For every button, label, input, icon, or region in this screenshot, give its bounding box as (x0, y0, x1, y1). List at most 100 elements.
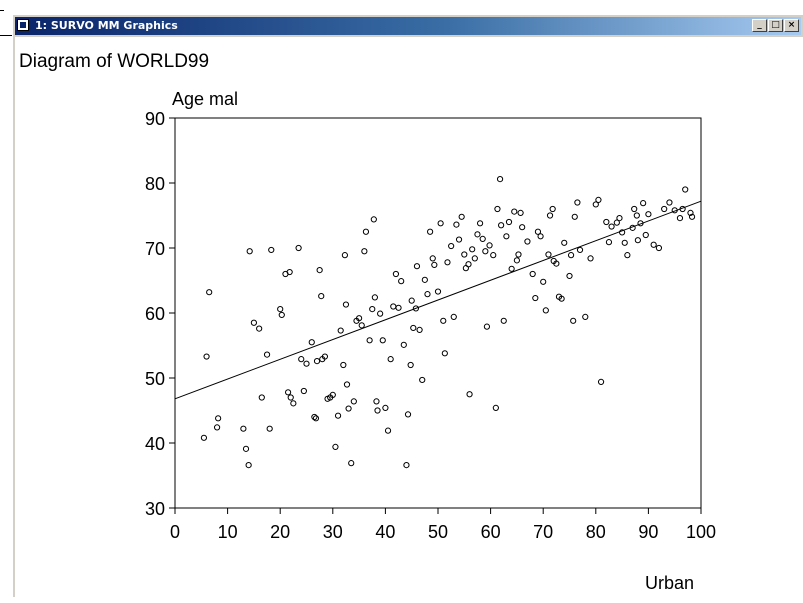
data-point-68 (403, 462, 410, 469)
x-tick-label-80: 80 (586, 522, 606, 542)
x-tick-label-70: 70 (533, 522, 553, 542)
data-point-30 (316, 267, 323, 274)
data-point-67 (400, 341, 407, 348)
data-point-161 (655, 244, 663, 252)
x-tick-label-30: 30 (323, 522, 343, 542)
data-point-143 (597, 378, 605, 385)
data-point-8 (246, 248, 253, 255)
data-point-106 (494, 205, 501, 213)
data-point-64 (392, 270, 400, 278)
data-point-44 (345, 405, 352, 412)
data-point-59 (379, 337, 386, 344)
data-point-150 (621, 239, 628, 246)
data-point-25 (303, 360, 310, 367)
data-point-31 (318, 293, 325, 300)
data-point-79 (427, 228, 434, 235)
data-point-160 (650, 241, 657, 248)
data-point-60 (382, 404, 389, 411)
data-point-71 (408, 297, 415, 304)
data-point-78 (424, 291, 431, 298)
data-point-134 (567, 252, 575, 259)
data-point-120 (532, 294, 539, 302)
data-point-92 (461, 251, 468, 258)
y-tick-label-80: 80 (145, 174, 165, 194)
data-point-27 (311, 413, 318, 421)
data-point-21 (290, 400, 297, 407)
data-point-154 (633, 212, 640, 219)
window-title: 1: SURVO MM Graphics (35, 19, 178, 32)
data-point-3 (213, 424, 221, 431)
data-point-116 (517, 209, 524, 216)
data-point-100 (479, 235, 486, 242)
minimize-button[interactable]: _ (752, 19, 767, 32)
edge-tick (0, 10, 4, 11)
data-point-137 (574, 199, 581, 206)
data-point-115 (515, 251, 522, 258)
data-point-103 (486, 242, 493, 249)
data-point-45 (348, 460, 355, 467)
data-point-99 (476, 220, 484, 227)
data-point-124 (542, 307, 549, 314)
data-point-91 (458, 213, 465, 220)
data-point-109 (500, 317, 507, 324)
system-menu-icon[interactable] (17, 19, 29, 31)
data-point-81 (431, 261, 438, 268)
data-point-121 (534, 228, 542, 235)
data-point-151 (624, 252, 631, 259)
data-point-62 (387, 356, 394, 363)
data-point-52 (366, 337, 373, 344)
data-point-142 (595, 196, 602, 203)
data-point-61 (384, 427, 392, 434)
x-tick-label-60: 60 (481, 522, 501, 542)
data-point-89 (453, 221, 460, 228)
regression-line (174, 200, 702, 400)
data-point-129 (553, 260, 560, 267)
data-point-125 (545, 251, 552, 258)
data-point-94 (465, 261, 472, 268)
data-point-163 (666, 199, 673, 206)
data-point-36 (329, 391, 336, 398)
data-point-107 (496, 176, 504, 183)
data-point-164 (671, 207, 678, 214)
data-point-156 (637, 220, 644, 227)
data-point-42 (342, 301, 350, 308)
data-point-157 (640, 200, 647, 207)
data-point-168 (687, 209, 694, 216)
x-axis-ticks: 0 10 20 30 40 50 60 70 80 90 100 (170, 508, 716, 542)
data-point-51 (362, 228, 370, 235)
data-point-2 (206, 289, 213, 296)
data-point-147 (613, 219, 620, 226)
data-point-49 (358, 322, 365, 329)
data-point-75 (416, 326, 423, 333)
maximize-button[interactable]: □ (768, 19, 783, 32)
data-point-4 (215, 415, 222, 422)
data-point-111 (505, 218, 513, 226)
data-point-123 (540, 278, 547, 285)
data-point-7 (245, 462, 252, 469)
data-point-14 (268, 246, 275, 254)
data-point-97 (471, 255, 478, 262)
data-point-70 (407, 361, 414, 369)
data-point-95 (466, 391, 473, 398)
x-tick-label-50: 50 (428, 522, 448, 542)
data-point-54 (370, 216, 377, 223)
data-point-55 (371, 294, 378, 301)
close-button[interactable]: × (784, 19, 799, 32)
data-point-145 (605, 239, 613, 246)
data-point-18 (284, 389, 292, 396)
data-point-16 (278, 311, 285, 319)
data-point-102 (483, 323, 491, 330)
x-tick-label-0: 0 (170, 522, 180, 542)
data-point-140 (587, 255, 594, 262)
title-bar[interactable]: 1: SURVO MM Graphics _ □ × (15, 17, 801, 35)
data-point-40 (340, 361, 347, 369)
data-point-90 (455, 236, 463, 243)
data-point-53 (369, 306, 376, 313)
y-tick-label-90: 90 (145, 109, 165, 129)
data-point-69 (404, 411, 412, 418)
data-point-159 (645, 211, 652, 218)
data-point-135 (570, 317, 577, 324)
x-tick-label-20: 20 (270, 522, 290, 542)
data-point-77 (421, 276, 428, 283)
data-point-87 (448, 242, 455, 250)
